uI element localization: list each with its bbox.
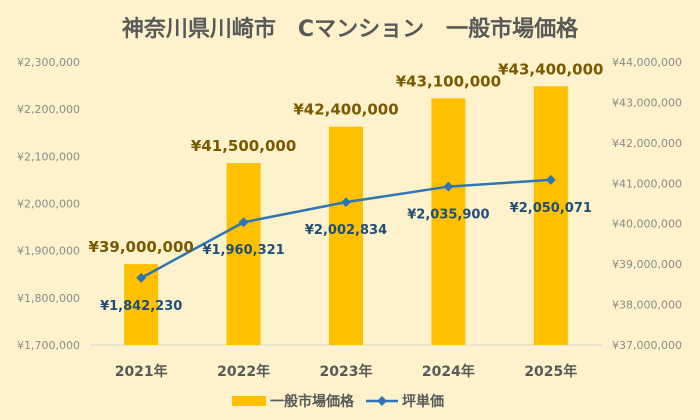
line-data-label: ¥1,842,230 xyxy=(100,299,182,314)
legend-bar-swatch xyxy=(232,396,266,406)
line-point-2 xyxy=(238,217,249,228)
right-tick-label: ¥44,000,000 xyxy=(612,56,682,69)
right-tick-label: ¥39,000,000 xyxy=(612,258,682,271)
bar-data-label: ¥41,500,000 xyxy=(191,137,296,155)
category-label: 2025年 xyxy=(524,363,577,380)
category-label: 2023年 xyxy=(320,363,373,380)
legend: 一般市場価格 坪単価 xyxy=(232,393,444,410)
bar-5 xyxy=(533,86,568,345)
line-point-3 xyxy=(341,197,351,208)
category-label: 2021年 xyxy=(115,363,168,380)
line-data-label: ¥2,050,071 xyxy=(510,201,592,216)
bar-data-label: ¥43,400,000 xyxy=(498,60,603,78)
right-tick-label: ¥42,000,000 xyxy=(612,137,682,150)
left-tick-label: ¥1,800,000 xyxy=(17,292,80,305)
legend-line-marker xyxy=(377,396,387,406)
right-tick-label: ¥40,000,000 xyxy=(612,218,682,231)
left-tick-label: ¥2,100,000 xyxy=(17,150,80,163)
chart-title: 神奈川県川崎市 Cマンション 一般市場価格 xyxy=(122,16,579,42)
bar-3 xyxy=(329,126,363,345)
bar-data-label: ¥39,000,000 xyxy=(89,238,194,256)
bar-2 xyxy=(226,163,261,345)
left-tick-label: ¥1,900,000 xyxy=(17,245,80,258)
bar-series xyxy=(124,86,568,345)
right-tick-label: ¥41,000,000 xyxy=(612,177,682,190)
legend-line-label: 坪単価 xyxy=(402,393,444,410)
left-tick-label: ¥2,200,000 xyxy=(17,103,80,116)
category-axis: 2021年 2022年 2023年 2024年 2025年 xyxy=(115,363,578,380)
line-point-1 xyxy=(136,272,147,283)
bar-data-labels: ¥39,000,000 ¥41,500,000 ¥42,400,000 ¥43,100… xyxy=(89,60,604,256)
line-data-label: ¥2,002,834 xyxy=(305,223,387,238)
left-tick-label: ¥2,300,000 xyxy=(17,56,80,69)
right-tick-label: ¥38,000,000 xyxy=(612,299,682,312)
category-label: 2022年 xyxy=(217,363,270,380)
line-series xyxy=(136,174,556,283)
legend-bar-label: 一般市場価格 xyxy=(270,393,355,410)
right-tick-label: ¥37,000,000 xyxy=(612,339,682,352)
bar-data-label: ¥42,400,000 xyxy=(293,101,398,119)
line-data-labels: ¥1,842,230 ¥1,960,321 ¥2,002,834 ¥2,035,900… xyxy=(100,201,592,314)
category-label: 2024年 xyxy=(422,363,475,380)
left-tick-label: ¥2,000,000 xyxy=(17,198,80,211)
bar-data-label: ¥43,100,000 xyxy=(396,72,501,90)
left-axis: ¥1,700,000 ¥1,800,000 ¥1,900,000 ¥2,000,000… xyxy=(17,56,80,352)
bar-4 xyxy=(431,98,466,345)
line-data-label: ¥1,960,321 xyxy=(202,243,284,258)
right-tick-label: ¥43,000,000 xyxy=(612,96,682,109)
right-axis: ¥37,000,000 ¥38,000,000 ¥39,000,000 ¥40,000… xyxy=(612,56,682,352)
line-point-4 xyxy=(443,181,454,192)
line-point-5 xyxy=(545,174,556,185)
line-data-label: ¥2,035,900 xyxy=(407,208,489,223)
left-tick-label: ¥1,700,000 xyxy=(17,339,80,352)
